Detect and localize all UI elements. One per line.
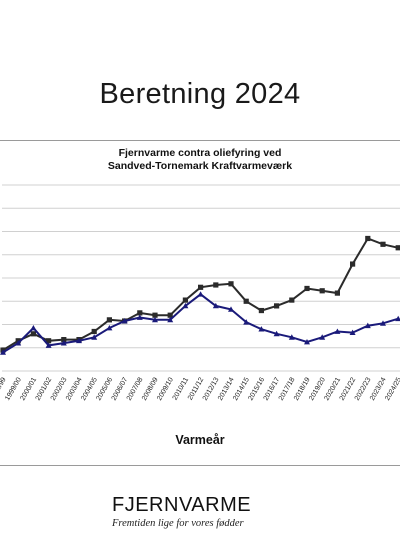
chart-panel: Fjernvarme contra oliefyring ved Sandved…	[0, 140, 400, 466]
data-point-series-2	[364, 322, 371, 329]
chart-title: Fjernvarme contra oliefyring ved Sandved…	[0, 147, 400, 173]
data-point-series-1	[61, 337, 67, 343]
data-point-series-1	[365, 235, 371, 242]
data-point-series-2	[60, 340, 67, 346]
data-point-series-1	[167, 312, 173, 318]
data-point-series-1	[198, 284, 204, 290]
data-point-series-2	[212, 302, 219, 309]
data-point-series-2	[121, 318, 128, 324]
data-point-series-1	[213, 282, 219, 288]
data-point-series-2	[273, 330, 280, 337]
data-point-series-2	[167, 316, 174, 323]
data-point-series-1	[243, 298, 249, 304]
data-point-series-2	[182, 302, 189, 309]
data-point-series-2	[136, 314, 143, 320]
data-point-series-2	[288, 334, 295, 340]
data-point-series-2	[76, 337, 82, 344]
data-point-series-1	[91, 328, 97, 335]
data-point-series-2	[228, 306, 234, 312]
data-point-series-2	[91, 334, 98, 340]
data-point-series-1	[46, 338, 52, 344]
data-point-series-1	[106, 317, 112, 323]
data-point-series-2	[0, 349, 6, 355]
data-point-series-1	[152, 312, 158, 318]
page-title: Beretning 2024	[99, 78, 301, 110]
data-point-series-2	[319, 334, 326, 340]
data-point-series-2	[349, 329, 356, 336]
chart-title-line-1: Fjernvarme contra oliefyring ved	[118, 147, 282, 159]
brand-tagline: Fremtiden lige for vores fødder	[112, 518, 244, 529]
data-point-series-2	[243, 319, 250, 325]
data-point-series-1	[137, 310, 143, 316]
data-point-series-1	[182, 297, 188, 303]
data-point-series-1	[30, 331, 36, 337]
data-point-series-2	[197, 291, 204, 297]
brand-logo-text: FJERNVARME	[112, 494, 252, 516]
x-axis-label: Varmeår	[175, 433, 225, 447]
data-point-series-1	[334, 290, 340, 296]
data-point-series-2	[30, 324, 37, 331]
data-point-series-2	[395, 315, 400, 322]
data-point-series-2	[152, 316, 158, 323]
data-point-series-1	[395, 245, 400, 251]
data-point-series-1	[258, 307, 264, 314]
data-point-series-1	[228, 281, 234, 287]
data-point-series-2	[258, 326, 265, 332]
data-point-series-2	[334, 328, 341, 334]
data-point-series-1	[319, 288, 325, 294]
data-point-series-1	[380, 241, 386, 247]
data-point-series-1	[350, 261, 356, 267]
data-point-series-2	[304, 338, 310, 345]
line-chart: 1998/991999/002000/012001/022002/032003/…	[0, 184, 400, 402]
data-point-series-2	[106, 324, 113, 331]
data-point-series-2	[380, 320, 386, 326]
chart-title-line-2: Sandved-Tornemark Kraftvarmeværk	[107, 160, 293, 172]
data-point-series-1	[289, 297, 295, 303]
data-point-series-1	[304, 285, 310, 292]
data-point-series-2	[45, 342, 52, 348]
data-point-series-2	[15, 340, 22, 346]
data-point-series-1	[274, 303, 280, 309]
